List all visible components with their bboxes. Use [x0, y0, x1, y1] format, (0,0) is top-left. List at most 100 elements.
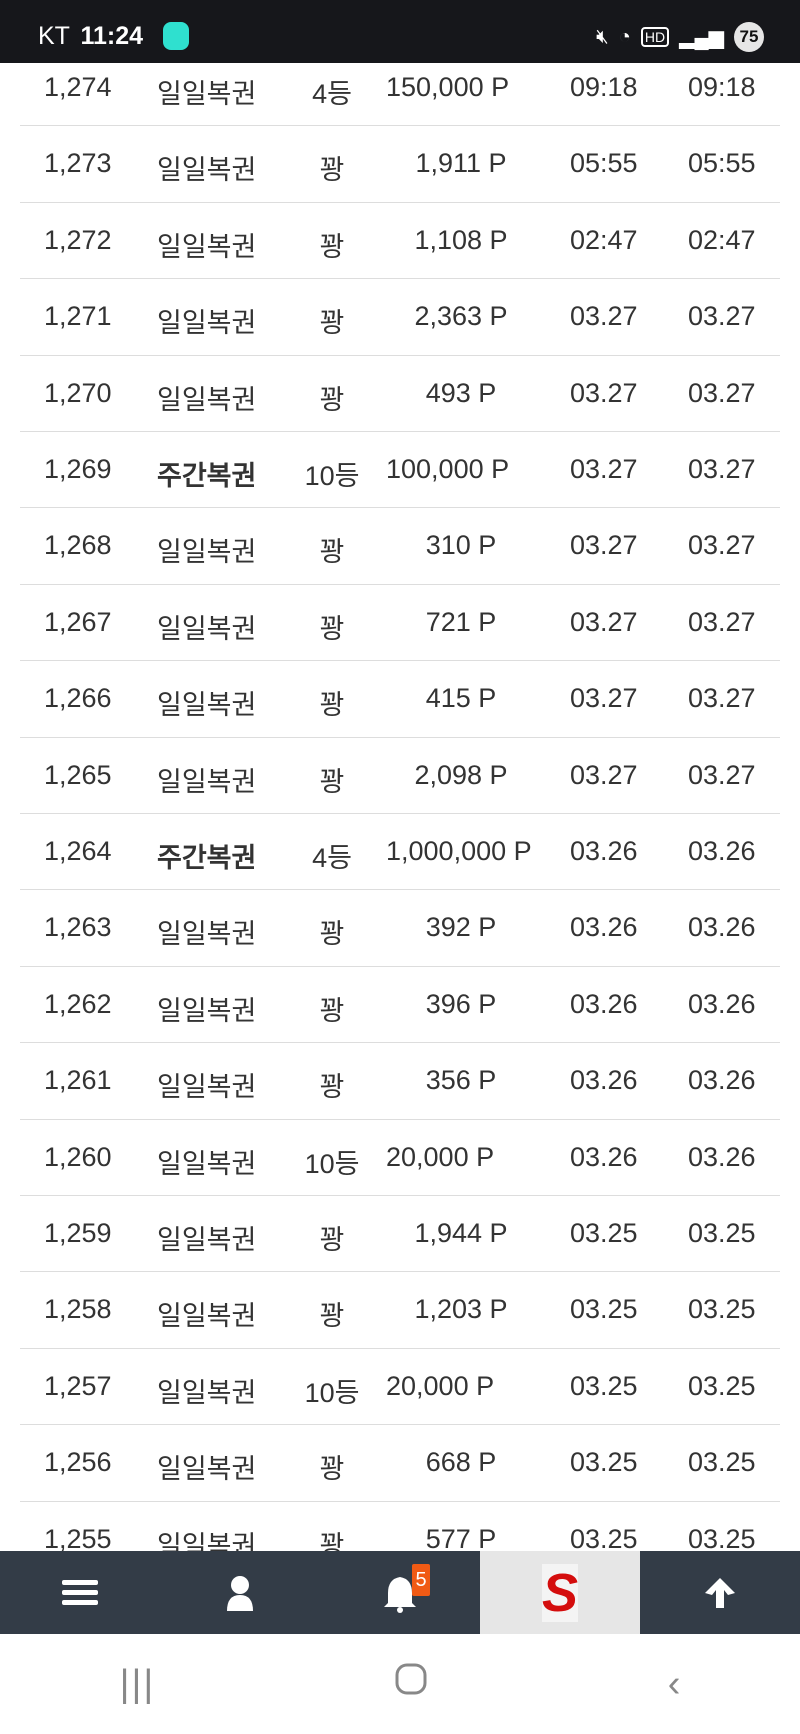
draw-date: 03.27 [570, 683, 638, 714]
recent-apps-button[interactable]: ||| [119, 1662, 156, 1705]
prize-points: 1,000,000 P [386, 836, 532, 866]
row-number: 1,257 [44, 1370, 112, 1401]
claim-date: 03.27 [688, 683, 756, 714]
row-number: 1,264 [44, 836, 112, 866]
row-number: 1,259 [44, 1218, 112, 1248]
prize-points: 1,108 P [414, 224, 508, 255]
hamburger-icon [62, 1579, 98, 1605]
row-number: 1,263 [44, 912, 112, 943]
prize-points: 100,000 P [386, 454, 510, 484]
table-row[interactable]: 1,260 일일복권 10등 20,000 P 03.26 03.26 [20, 1120, 780, 1196]
table-row[interactable]: 1,274 일일복권 4등 150,000 P 09:18 09:18 [20, 50, 780, 127]
row-number: 1,256 [44, 1447, 112, 1478]
lottery-history-list[interactable]: 1,274 일일복권 4등 150,000 P 09:18 09:18 1,273 일일복권 꽝… [0, 50, 800, 1551]
row-number: 1,266 [44, 683, 112, 714]
draw-date: 03.25 [570, 1447, 638, 1478]
lottery-name: 일일복권 [157, 308, 257, 339]
claim-date: 03.26 [688, 836, 756, 866]
claim-date: 03.25 [688, 1370, 756, 1401]
back-button[interactable]: ‹ [667, 1662, 681, 1705]
table-row[interactable]: 1,269 주간복권 10등 100,000 P 03.27 03.27 [20, 432, 780, 509]
row-number: 1,255 [44, 1523, 112, 1551]
claim-date: 03.25 [688, 1447, 756, 1478]
claim-date: 03.27 [688, 454, 756, 484]
row-number: 1,273 [44, 148, 112, 179]
table-row[interactable]: 1,271 일일복권 꽝 2,363 P 03.27 03.27 [20, 279, 780, 356]
table-row[interactable]: 1,257 일일복권 10등 20,000 P 03.25 03.25 [20, 1349, 780, 1426]
row-number: 1,258 [44, 1294, 112, 1325]
draw-date: 03.26 [570, 988, 638, 1019]
system-nav-bar: ||| ‹ [0, 1634, 800, 1734]
draw-date: 03.25 [570, 1218, 638, 1248]
claim-date: 03.25 [688, 1294, 756, 1325]
row-number: 1,265 [44, 759, 112, 790]
lottery-name: 일일복권 [157, 384, 257, 415]
lottery-name: 일일복권 [157, 1530, 257, 1551]
prize-points: 20,000 P [386, 1141, 495, 1172]
row-number: 1,271 [44, 301, 112, 332]
lottery-name: 주간복권 [157, 461, 257, 491]
scroll-top-button[interactable] [640, 1551, 800, 1634]
prize-grade: 꽝 [319, 384, 345, 415]
menu-button[interactable] [0, 1551, 160, 1634]
table-row[interactable]: 1,268 일일복권 꽝 310 P 03.27 03.27 [20, 508, 780, 585]
table-row[interactable]: 1,262 일일복권 꽝 396 P 03.26 03.26 [20, 967, 780, 1044]
claim-date: 03.27 [688, 759, 756, 790]
table-row[interactable]: 1,263 일일복권 꽝 392 P 03.26 03.26 [20, 890, 780, 967]
prize-points: 1,944 P [414, 1218, 508, 1248]
table-row[interactable]: 1,265 일일복권 꽝 2,098 P 03.27 03.27 [20, 738, 780, 814]
arrow-up-icon [705, 1577, 735, 1608]
mute-icon: 🔇︎ [596, 25, 609, 48]
draw-date: 03.27 [570, 301, 638, 332]
table-row[interactable]: 1,259 일일복권 꽝 1,944 P 03.25 03.25 [20, 1196, 780, 1273]
table-row[interactable]: 1,261 일일복권 꽝 356 P 03.26 03.26 [20, 1043, 780, 1120]
table-row[interactable]: 1,264 주간복권 4등 1,000,000 P 03.26 03.26 [20, 814, 780, 891]
prize-points: 396 P [425, 988, 497, 1019]
prize-points: 392 P [425, 912, 497, 943]
signal-icon: ▂▄▆ [679, 26, 724, 49]
lottery-name: 일일복권 [157, 155, 257, 186]
profile-button[interactable] [160, 1551, 320, 1634]
home-button[interactable] [394, 1662, 428, 1706]
logo-s: S [541, 1562, 579, 1623]
lottery-name: 일일복권 [157, 1454, 257, 1485]
table-row[interactable]: 1,273 일일복권 꽝 1,911 P 05:55 05:55 [20, 126, 780, 203]
row-number: 1,261 [44, 1065, 112, 1096]
user-icon [227, 1575, 253, 1611]
claim-date: 03.26 [688, 988, 756, 1019]
draw-date: 03.26 [570, 1065, 638, 1096]
prize-grade: 4등 [312, 79, 352, 109]
bottom-nav: 5 S [0, 1551, 800, 1634]
prize-grade: 10등 [304, 1148, 360, 1179]
lottery-name: 일일복권 [157, 690, 257, 721]
row-number: 1,272 [44, 224, 112, 255]
claim-date: 03.26 [688, 1141, 756, 1172]
prize-points: 668 P [425, 1447, 497, 1478]
site-logo-button[interactable]: S [480, 1551, 640, 1634]
table-row[interactable]: 1,255 일일복권 꽝 577 P 03.25 03.25 [20, 1502, 780, 1551]
claim-date: 03.27 [688, 301, 756, 332]
status-bar: KT 11:24 🔇︎ ◔ HD ▂▄▆ 75 [0, 0, 800, 63]
prize-points: 1,203 P [414, 1294, 508, 1325]
hd-icon: HD [640, 27, 670, 47]
draw-date: 03.26 [570, 1141, 638, 1172]
claim-date: 03.27 [688, 377, 756, 408]
prize-grade: 꽝 [319, 1301, 345, 1332]
wifi-icon: ◔ [618, 25, 631, 48]
table-row[interactable]: 1,266 일일복권 꽝 415 P 03.27 03.27 [20, 661, 780, 738]
lottery-name: 일일복권 [157, 1377, 257, 1408]
table-row[interactable]: 1,272 일일복권 꽝 1,108 P 02:47 02:47 [20, 203, 780, 280]
notifications-button[interactable]: 5 [320, 1551, 480, 1634]
row-number: 1,262 [44, 988, 112, 1019]
lottery-name: 일일복권 [157, 79, 257, 109]
claim-date: 03.25 [688, 1218, 756, 1248]
table-row[interactable]: 1,258 일일복권 꽝 1,203 P 03.25 03.25 [20, 1272, 780, 1349]
claim-date: 03.27 [688, 606, 756, 637]
claim-date: 02:47 [688, 224, 756, 255]
row-number: 1,268 [44, 530, 112, 561]
prize-grade: 꽝 [319, 690, 345, 721]
table-row[interactable]: 1,267 일일복권 꽝 721 P 03.27 03.27 [20, 585, 780, 662]
table-row[interactable]: 1,270 일일복권 꽝 493 P 03.27 03.27 [20, 356, 780, 432]
lottery-name: 일일복권 [157, 1225, 257, 1255]
table-row[interactable]: 1,256 일일복권 꽝 668 P 03.25 03.25 [20, 1425, 780, 1502]
